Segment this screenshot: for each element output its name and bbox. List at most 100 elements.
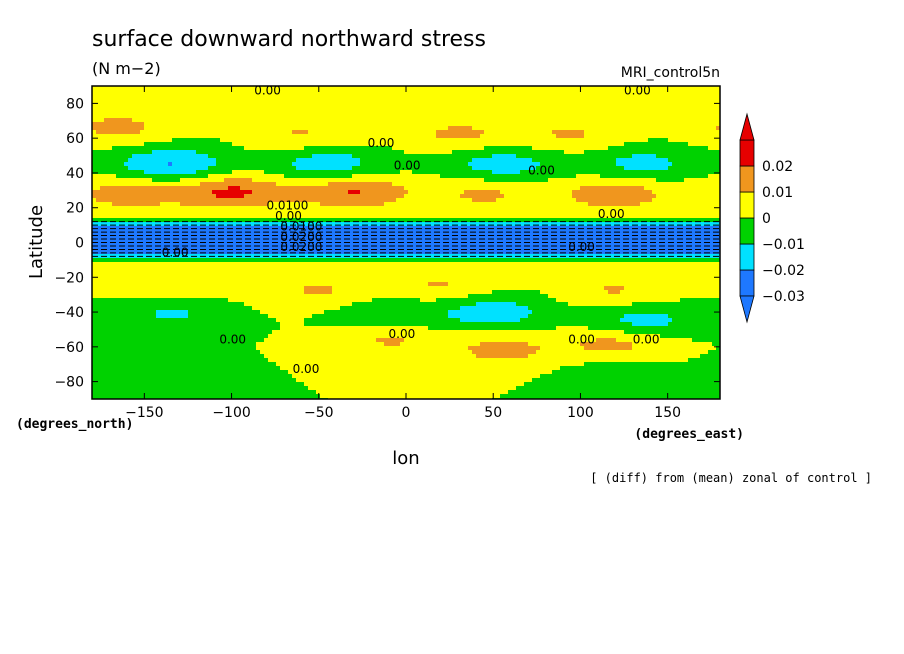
field-cell <box>472 150 477 155</box>
field-cell <box>608 146 613 151</box>
field-cell <box>176 102 181 107</box>
field-cell <box>564 86 569 91</box>
field-cell <box>136 194 141 199</box>
field-cell <box>96 186 101 191</box>
field-cell <box>352 86 357 91</box>
field-cell <box>372 206 377 211</box>
field-cell <box>432 130 437 135</box>
field-cell <box>324 86 329 91</box>
field-cell <box>624 86 629 91</box>
field-cell <box>320 182 325 187</box>
field-cell <box>412 154 417 159</box>
field-cell <box>444 182 449 187</box>
field-cell <box>500 202 505 207</box>
field-cell <box>652 118 657 123</box>
field-cell <box>264 114 269 119</box>
field-cell <box>648 130 653 135</box>
field-cell <box>580 174 585 179</box>
field-cell <box>144 158 149 163</box>
field-cell <box>320 178 325 183</box>
field-cell <box>128 134 133 139</box>
field-cell <box>132 166 137 171</box>
field-cell <box>164 174 169 179</box>
field-cell <box>340 154 345 159</box>
field-cell <box>104 170 109 175</box>
field-cell <box>156 194 161 199</box>
field-cell <box>272 98 277 103</box>
field-cell <box>188 150 193 155</box>
field-cell <box>624 186 629 191</box>
field-cell <box>380 90 385 95</box>
field-cell <box>128 206 133 211</box>
field-cell <box>688 126 693 131</box>
field-cell <box>332 210 337 215</box>
field-cell <box>296 198 301 203</box>
field-cell <box>428 130 433 135</box>
field-cell <box>608 198 613 203</box>
field-cell <box>452 202 457 207</box>
field-cell <box>212 162 217 167</box>
field-cell <box>364 198 369 203</box>
field-cell <box>176 118 181 123</box>
field-cell <box>700 118 705 123</box>
field-cell <box>568 110 573 115</box>
field-cell <box>548 134 553 139</box>
field-cell <box>268 106 273 111</box>
field-cell <box>700 130 705 135</box>
field-cell <box>404 90 409 95</box>
field-cell <box>244 158 249 163</box>
field-cell <box>620 178 625 183</box>
field-cell <box>668 122 673 127</box>
field-cell <box>340 138 345 143</box>
field-cell <box>132 94 137 99</box>
field-cell <box>320 130 325 135</box>
field-cell <box>576 110 581 115</box>
field-cell <box>364 134 369 139</box>
field-cell <box>116 210 121 215</box>
field-cell <box>152 174 157 179</box>
field-cell <box>580 194 585 199</box>
field-cell <box>384 202 389 207</box>
field-cell <box>124 170 129 175</box>
field-cell <box>180 182 185 187</box>
field-cell <box>380 118 385 123</box>
field-cell <box>380 174 385 179</box>
field-cell <box>688 110 693 115</box>
field-cell <box>628 138 633 143</box>
field-cell <box>520 202 525 207</box>
field-cell <box>360 98 365 103</box>
field-cell <box>540 86 545 91</box>
field-cell <box>208 90 213 95</box>
field-cell <box>264 174 269 179</box>
field-cell <box>436 178 441 183</box>
field-cell <box>200 154 205 159</box>
field-cell <box>408 118 413 123</box>
field-cell <box>688 198 693 203</box>
field-cell <box>244 98 249 103</box>
field-cell <box>668 174 673 179</box>
field-cell <box>216 162 221 167</box>
field-cell <box>240 114 245 119</box>
field-cell <box>580 182 585 187</box>
field-cell <box>100 178 105 183</box>
field-cell <box>152 190 157 195</box>
field-cell <box>196 186 201 191</box>
field-cell <box>484 138 489 143</box>
field-cell <box>340 114 345 119</box>
field-cell <box>412 118 417 123</box>
field-cell <box>416 210 421 215</box>
field-cell <box>560 134 565 139</box>
field-cell <box>188 182 193 187</box>
field-cell <box>204 134 209 139</box>
field-cell <box>528 178 533 183</box>
field-cell <box>172 130 177 135</box>
field-cell <box>660 138 665 143</box>
field-cell <box>276 102 281 107</box>
field-cell <box>208 150 213 155</box>
field-cell <box>496 150 501 155</box>
field-cell <box>436 162 441 167</box>
field-cell <box>496 130 501 135</box>
field-cell <box>192 178 197 183</box>
field-cell <box>712 166 717 171</box>
field-cell <box>180 118 185 123</box>
